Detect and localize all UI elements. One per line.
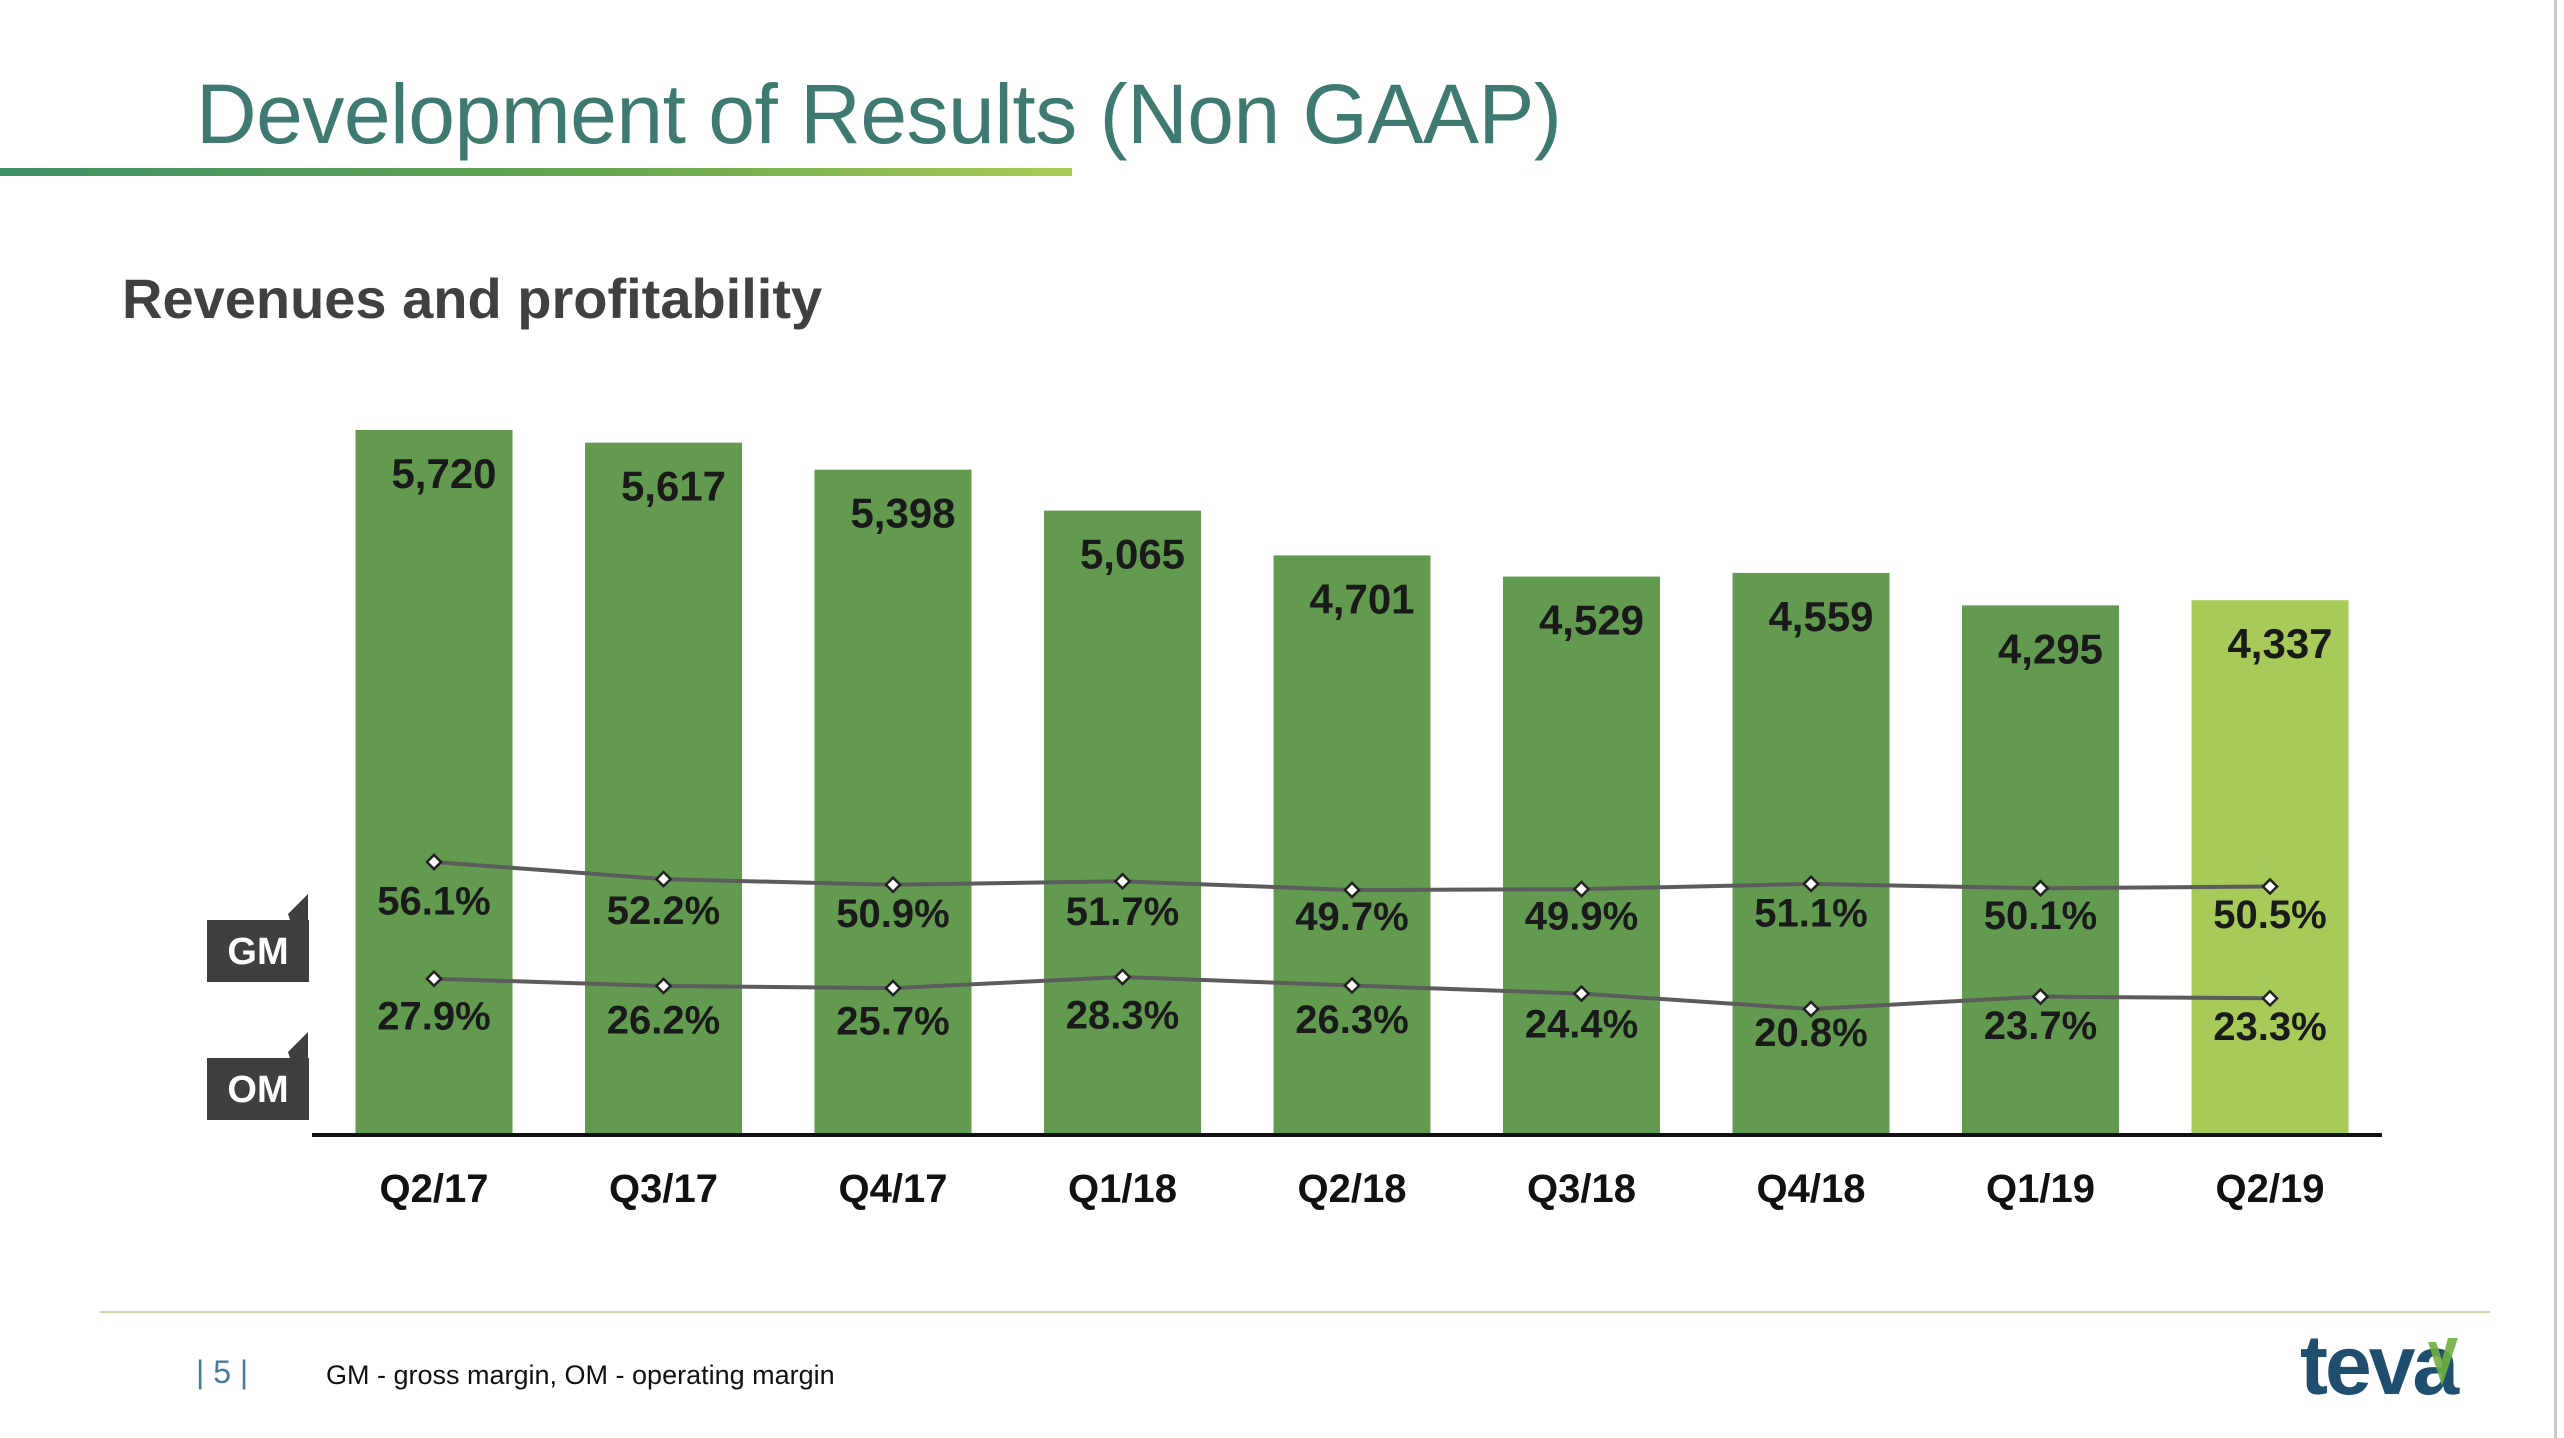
bar-Q1/18 [1044, 510, 1201, 1135]
title-underline [0, 168, 1072, 176]
category-label: Q3/18 [1527, 1167, 1636, 1211]
page-title: Development of Results (Non GAAP) [196, 67, 1562, 161]
gm-point-marker [654, 870, 673, 888]
bar-Q1/19 [1962, 605, 2119, 1134]
gm-point-marker [2261, 877, 2279, 896]
category-label: Q4/17 [839, 1167, 948, 1211]
gm-value-label: 49.7% [1295, 895, 1408, 939]
slide-edge-divider [2554, 0, 2557, 1438]
bar-Q4/18 [1732, 572, 1890, 1134]
gm-point-marker [2031, 879, 2050, 898]
om-tag-box [207, 1058, 309, 1120]
teva-logo: teva [2300, 1318, 2463, 1412]
gm-value-label: 52.2% [607, 889, 720, 933]
gm-value-label: 51.1% [1754, 892, 1867, 936]
gm-value-label: 56.1% [377, 880, 490, 924]
bar-value-label: 4,337 [2227, 620, 2332, 667]
om-tag-label: OM [227, 1069, 288, 1111]
om-value-label: 26.2% [607, 998, 720, 1042]
gm-point-marker [1343, 881, 1361, 899]
bar-value-label: 4,701 [1309, 575, 1414, 622]
category-label: Q3/17 [609, 1167, 718, 1211]
page-number: | 5 | [196, 1354, 249, 1390]
om-point-marker [1802, 1000, 1820, 1018]
bar-value-label: 4,529 [1539, 597, 1644, 644]
om-tag-pointer [288, 1032, 308, 1058]
gm-value-label: 50.5% [2213, 893, 2326, 937]
category-label: Q1/19 [1986, 1167, 2095, 1211]
category-label: Q2/17 [380, 1167, 489, 1211]
om-value-label: 20.8% [1754, 1011, 1867, 1055]
om-point-marker [884, 979, 902, 997]
om-point-marker [1343, 976, 1361, 995]
bar-value-label: 4,559 [1768, 593, 1873, 640]
revenue-chart: 5,720 5,617 5,398 5,065 4,701 4,529 4,559 4,295… [207, 430, 2382, 1211]
bar-value-label: 5,720 [391, 450, 496, 497]
om-point-marker [2261, 989, 2279, 1008]
gm-value-label: 50.1% [1984, 894, 2097, 938]
gm-value-label: 49.9% [1525, 895, 1638, 939]
gm-point-marker [425, 853, 443, 871]
om-value-label: 26.3% [1295, 998, 1408, 1042]
gm-value-label: 50.9% [836, 892, 949, 936]
footer-divider [100, 1311, 2490, 1313]
logo-leaf-icon [2428, 1338, 2458, 1386]
bar-value-label: 5,065 [1080, 531, 1185, 578]
gm-tag-pointer [288, 894, 308, 920]
om-point-marker [425, 969, 443, 988]
om-value-label: 28.3% [1066, 993, 1179, 1037]
category-label: Q4/18 [1757, 1167, 1866, 1211]
om-value-label: 23.7% [1984, 1004, 2097, 1048]
gm-point-marker [1113, 872, 1132, 891]
om-value-label: 23.3% [2213, 1005, 2326, 1049]
om-point-marker [2031, 987, 2050, 1006]
category-label: Q2/18 [1298, 1167, 1407, 1211]
bar-value-label: 4,295 [1998, 625, 2103, 672]
bar-Q2/19 [2191, 600, 2349, 1134]
bar-value-label: 5,398 [850, 490, 955, 537]
bar-Q2/17 [355, 430, 513, 1134]
bar-Q2/18 [1273, 555, 1431, 1134]
gm-value-label: 51.7% [1066, 890, 1179, 934]
om-point-marker [1113, 968, 1132, 986]
om-point-marker [654, 977, 673, 995]
om-value-label: 24.4% [1525, 1003, 1638, 1047]
chart-subtitle: Revenues and profitability [122, 267, 823, 330]
gm-point-marker [1572, 880, 1591, 898]
footnote: GM - gross margin, OM - operating margin [326, 1360, 835, 1390]
gm-tag-label: GM [227, 931, 288, 973]
gm-tag-box [207, 920, 309, 982]
bar-Q4/17 [814, 469, 972, 1135]
category-label: Q2/19 [2216, 1167, 2325, 1211]
bar-Q3/18 [1503, 576, 1660, 1134]
om-value-label: 25.7% [836, 1000, 949, 1044]
om-point-marker [1572, 984, 1591, 1003]
bar-Q3/17 [585, 442, 742, 1135]
category-label: Q1/18 [1068, 1167, 1177, 1211]
gm-point-marker [884, 875, 902, 894]
om-value-label: 27.9% [377, 994, 490, 1038]
bar-value-label: 5,617 [621, 463, 726, 510]
gm-point-marker [1802, 875, 1820, 893]
